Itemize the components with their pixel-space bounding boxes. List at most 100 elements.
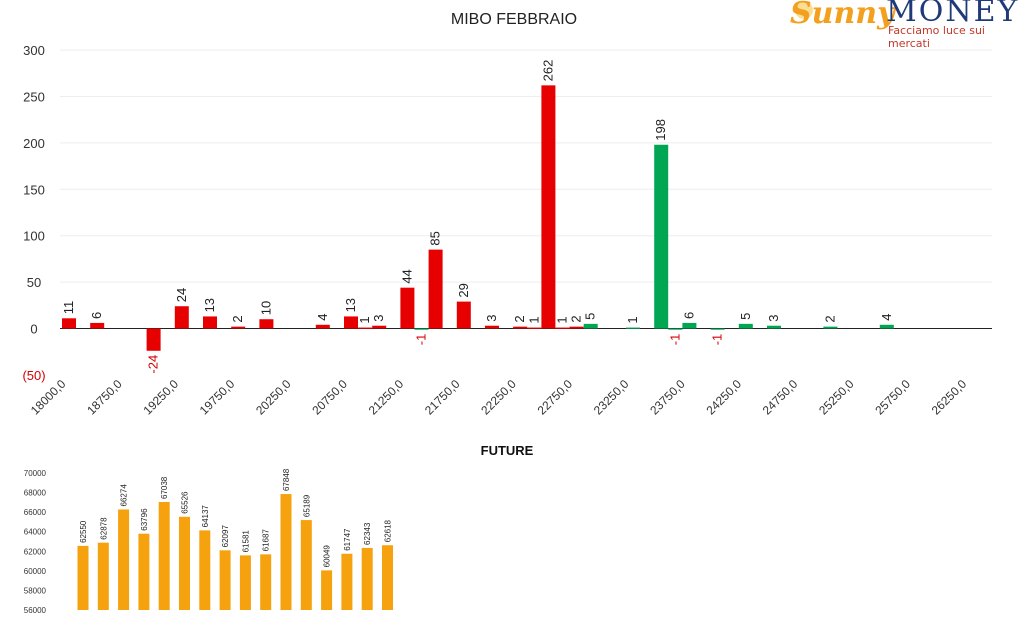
future-bar	[382, 545, 393, 610]
data-label: 85	[428, 231, 443, 245]
x-tick-label: 21750,0	[422, 377, 463, 418]
future-bar	[219, 550, 231, 610]
y-tick-label: 0	[30, 322, 37, 337]
future-y-tick-label: 56000	[24, 606, 47, 615]
future-data-label: 63796	[140, 508, 149, 531]
y-tick-label: (50)	[22, 368, 45, 383]
bar	[485, 325, 499, 329]
data-label: 5	[738, 313, 753, 320]
bar	[231, 326, 246, 329]
x-tick-label: 23250,0	[591, 377, 632, 418]
x-tick-label: 19250,0	[140, 377, 181, 418]
y-tick-label: 250	[23, 90, 45, 105]
future-y-tick-label: 58000	[24, 586, 47, 595]
data-label: 1	[526, 316, 541, 323]
bar	[541, 85, 556, 329]
bar	[174, 306, 189, 329]
future-data-label: 62097	[221, 525, 230, 548]
data-label: 13	[343, 298, 358, 312]
x-tick-label: 25250,0	[816, 377, 857, 418]
future-data-label: 67038	[160, 476, 169, 499]
x-tick-label: 19750,0	[197, 377, 238, 418]
future-data-label: 65526	[181, 491, 190, 514]
future-y-tick-label: 70000	[24, 469, 47, 478]
y-tick-label: 100	[23, 229, 45, 244]
data-label: 1	[357, 316, 372, 323]
y-tick-label: 50	[27, 275, 41, 290]
future-data-label: 61747	[343, 528, 352, 551]
future-data-label: 62550	[79, 520, 88, 543]
logo-sunny-text: Sunny	[790, 0, 895, 31]
logo-money-text: MONEY	[886, 0, 1020, 29]
bar	[146, 328, 161, 351]
bar	[372, 325, 387, 329]
future-data-label: 61581	[241, 530, 250, 553]
data-label: -1	[667, 334, 682, 346]
x-tick-label: 24750,0	[760, 377, 801, 418]
bar	[259, 319, 274, 329]
data-label: 10	[258, 301, 273, 315]
future-bar	[97, 542, 109, 610]
logo-tagline: Facciamo luce sui mercati	[888, 24, 985, 50]
future-bar	[280, 494, 292, 610]
future-data-label: 64137	[201, 505, 210, 528]
data-label: 3	[766, 314, 781, 321]
bar	[668, 328, 683, 330]
x-tick-label: 23750,0	[647, 377, 688, 418]
future-y-tick-label: 66000	[24, 508, 47, 517]
x-tick-label: 20250,0	[253, 377, 294, 418]
bar	[315, 324, 330, 329]
future-data-label: 60049	[323, 545, 332, 568]
bar	[400, 287, 415, 329]
bar	[879, 324, 894, 329]
data-label: 4	[315, 314, 330, 321]
future-bar	[158, 501, 170, 610]
x-tick-label: 24250,0	[703, 377, 744, 418]
bar	[767, 325, 781, 329]
future-bar	[77, 545, 89, 610]
bar	[527, 327, 542, 329]
x-tick-label: 26250,0	[929, 377, 970, 418]
future-chart: 70000 68000 66000 64000 62000 60000 58000 56000…	[24, 468, 393, 615]
future-y-tick-label: 62000	[24, 547, 47, 556]
bar	[823, 326, 838, 329]
future-bar	[341, 553, 353, 610]
data-label: 13	[202, 298, 217, 312]
data-label: -1	[710, 334, 725, 346]
x-tick-label: 18750,0	[84, 377, 125, 418]
future-bar	[199, 530, 211, 610]
future-y-tick-label: 64000	[24, 528, 47, 537]
data-label: -24	[146, 355, 161, 374]
data-label: 5	[583, 313, 598, 320]
y-tick-label: 150	[23, 182, 45, 197]
future-bar	[239, 555, 251, 610]
bar	[414, 328, 429, 330]
bar	[555, 327, 570, 329]
future-bar	[361, 547, 373, 610]
bar	[682, 322, 697, 329]
x-tick-label: 25750,0	[872, 377, 913, 418]
bar	[569, 326, 584, 329]
future-bar	[179, 516, 190, 610]
data-label: 3	[371, 314, 386, 321]
future-data-label: 62618	[384, 519, 393, 542]
future-data-label: 62878	[99, 517, 108, 540]
bar	[710, 328, 725, 330]
future-y-tick-label: 68000	[24, 489, 47, 498]
bar	[428, 249, 443, 329]
bar	[62, 318, 76, 329]
bar	[203, 316, 217, 329]
future-y-tick-label: 60000	[24, 567, 47, 576]
data-label: 11	[61, 301, 76, 315]
future-bar	[138, 533, 150, 610]
data-label: 6	[89, 312, 104, 319]
bar	[513, 326, 528, 329]
future-data-label: 61687	[262, 529, 271, 552]
data-label: 44	[399, 269, 414, 283]
bar	[358, 327, 373, 329]
bar	[90, 322, 105, 329]
brand-logo: Sunny MONEY Facciamo luce sui mercati	[790, 0, 1024, 50]
bar	[626, 327, 640, 329]
data-label: 198	[653, 119, 668, 141]
